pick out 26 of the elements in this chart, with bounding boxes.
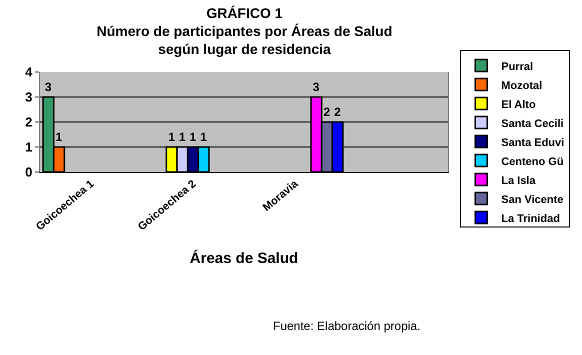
legend-label: Purral xyxy=(501,60,534,73)
source-note: Fuente: Elaboración propia. xyxy=(273,319,420,333)
y-tick-label: 2 xyxy=(25,114,32,130)
data-label: 3 xyxy=(312,80,320,94)
legend-label: La Trinidad xyxy=(501,212,560,225)
data-label: 1 xyxy=(190,130,196,144)
data-label: 2 xyxy=(323,105,330,119)
data-label: 2 xyxy=(334,105,342,119)
y-tick-label: 1 xyxy=(25,140,32,155)
x-axis-title: Áreas de Salud xyxy=(190,249,298,268)
legend-label: Mozotal xyxy=(501,80,542,92)
legend-label: Centeno Gü xyxy=(501,156,564,168)
data-label: 1 xyxy=(168,130,176,144)
legend-label: Santa Eduvi xyxy=(501,136,564,149)
data-label: 1 xyxy=(178,130,186,144)
y-tick-label: 0 xyxy=(25,164,32,180)
data-label: 1 xyxy=(200,130,208,144)
chart-title: GRÁFICO 1 Número de participantes por Áreas de Salud según lugar de residencia xyxy=(96,4,392,58)
y-tick-label: 3 xyxy=(25,90,32,105)
legend-label: San Vicente xyxy=(501,194,564,206)
data-label: 1 xyxy=(56,130,63,144)
y-tick-label: 4 xyxy=(25,64,34,80)
legend-label: El Alto xyxy=(501,98,536,111)
data-label: 3 xyxy=(44,80,52,94)
legend-label: Santa Cecili xyxy=(501,118,564,130)
legend-label: La Isla xyxy=(501,174,536,187)
